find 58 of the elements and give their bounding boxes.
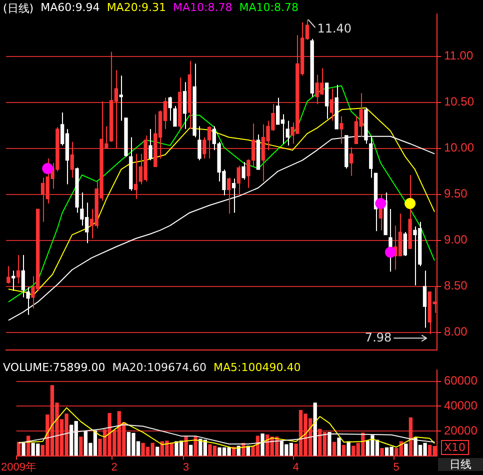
text: X10 bbox=[441, 440, 469, 455]
bar bbox=[337, 438, 341, 456]
candlestick bbox=[26, 286, 30, 316]
candlestick bbox=[403, 232, 407, 256]
text: MA20:109674.60 bbox=[112, 361, 206, 374]
candlestick bbox=[242, 162, 246, 180]
candlestick bbox=[119, 75, 123, 122]
chart-title: (日线) bbox=[3, 1, 34, 16]
text: MA10:8.78 bbox=[239, 1, 298, 16]
x-tick-label: 4 bbox=[292, 461, 300, 474]
text: MA5:100490.40 bbox=[213, 361, 301, 374]
y-tick-label: 9.50 bbox=[444, 186, 468, 201]
x-tick-label: 3 bbox=[182, 461, 190, 474]
bar bbox=[404, 444, 408, 456]
bar bbox=[22, 442, 26, 456]
series-label: VOLUME:75899.00 bbox=[3, 361, 106, 374]
y-tick-label: 20000 bbox=[444, 423, 478, 438]
candlestick bbox=[16, 254, 20, 284]
y-tick-label: 10.00 bbox=[444, 140, 474, 155]
x-tick-label: 5 bbox=[393, 461, 400, 474]
annotation: 11.40 bbox=[317, 22, 352, 36]
candlestick bbox=[168, 96, 172, 122]
candlestick bbox=[232, 178, 236, 214]
bar bbox=[328, 432, 332, 456]
y-tick-label: 8.50 bbox=[444, 278, 468, 293]
text: MA20:9.31 bbox=[106, 1, 166, 16]
candlestick bbox=[173, 106, 177, 127]
x-tick-label: 2 bbox=[111, 461, 118, 474]
y-tick-label: 40000 bbox=[444, 398, 478, 412]
candlestick bbox=[12, 270, 16, 292]
candlestick bbox=[6, 266, 10, 284]
candlestick bbox=[182, 82, 187, 130]
candlestick bbox=[324, 82, 329, 120]
candlestick bbox=[21, 254, 25, 298]
candlestick bbox=[148, 128, 152, 161]
y-tick-label: 8.00 bbox=[444, 324, 468, 339]
candlestick bbox=[286, 120, 290, 146]
y-tick-label: 60000 bbox=[444, 374, 478, 388]
y-tick-label: 9.00 bbox=[444, 232, 468, 247]
bar bbox=[313, 402, 317, 456]
point bbox=[42, 163, 54, 174]
point bbox=[404, 198, 416, 210]
candlestick bbox=[340, 116, 344, 144]
bar bbox=[189, 444, 193, 456]
annotation: 7.98 bbox=[364, 330, 392, 344]
candlestick bbox=[422, 270, 427, 328]
candlestick bbox=[198, 126, 202, 161]
point bbox=[384, 246, 396, 258]
point bbox=[375, 198, 386, 210]
text: MA10:8.78 bbox=[173, 1, 232, 16]
bar bbox=[156, 446, 160, 456]
x-tick-label: 2009年 bbox=[1, 461, 36, 474]
y-tick-label: 11.00 bbox=[444, 48, 474, 63]
y-tick-label: 10.50 bbox=[444, 94, 474, 109]
text: MA60:9.94 bbox=[40, 1, 100, 16]
text: 日线 bbox=[438, 458, 483, 471]
bar bbox=[260, 434, 264, 456]
bar bbox=[346, 441, 350, 456]
